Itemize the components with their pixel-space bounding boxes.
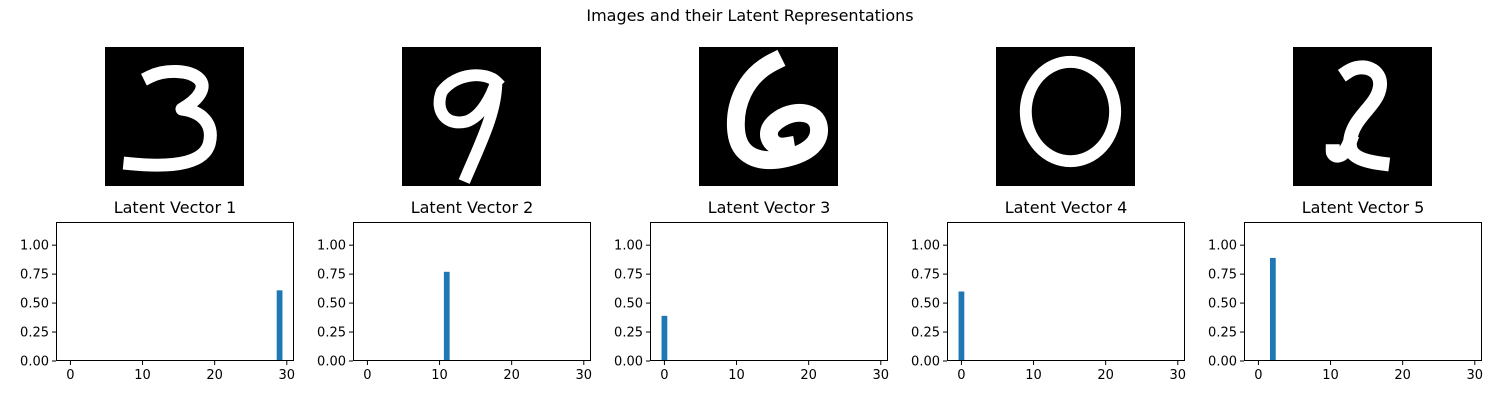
y-tick-label: 0.25: [20, 326, 49, 341]
bar: [443, 271, 450, 361]
bar-chart-4: 0 10 20 30 0.00 0.25 0.50 0.75 1.00: [911, 222, 1187, 383]
axes-frame: [947, 222, 1185, 361]
panel-title-4: Latent Vector 4: [1004, 198, 1128, 217]
y-tick-label: 0.75: [911, 268, 940, 283]
y-tick-label: 0.00: [20, 355, 49, 370]
bar-chart-5: 0 10 20 30 0.00 0.25 0.50 0.75 1.00: [1208, 222, 1484, 383]
y-tick-label: 1.00: [1208, 239, 1237, 254]
y-tick-label: 0.25: [1208, 326, 1237, 341]
y-tick-label: 0.50: [317, 297, 346, 312]
y-tick-label: 1.00: [911, 239, 940, 254]
digit-image-3: [105, 47, 244, 186]
x-tick-label: 20: [206, 368, 223, 383]
bar: [661, 315, 668, 361]
axes-frame: [650, 222, 888, 361]
panel-title-2: Latent Vector 2: [410, 198, 534, 217]
x-tick-label: 10: [728, 368, 745, 383]
y-tick-label: 1.00: [20, 239, 49, 254]
bar-chart-2: 0 10 20 30 0.00 0.25 0.50 0.75 1.00: [317, 222, 593, 383]
y-tick-label: 0.50: [1208, 297, 1237, 312]
y-tick-label: 0.75: [1208, 268, 1237, 283]
figure-title: Images and their Latent Representations: [586, 6, 914, 25]
x-tick-label: 0: [1254, 368, 1262, 383]
x-tick-label: 0: [66, 368, 74, 383]
x-tick-label: 10: [1322, 368, 1339, 383]
digit-image-9: [402, 47, 541, 186]
y-tick-label: 0.25: [317, 326, 346, 341]
x-tick-label: 10: [1025, 368, 1042, 383]
x-tick-label: 10: [134, 368, 151, 383]
digit-image-0: [996, 47, 1135, 186]
y-tick-label: 0.50: [614, 297, 643, 312]
axes-frame: [353, 222, 591, 361]
digit-image-6: [699, 47, 838, 186]
bar-chart-1: 0 10 20 30 0.00 0.25 0.50 0.75 1.00: [20, 222, 296, 383]
y-tick-label: 0.00: [317, 355, 346, 370]
y-tick-label: 0.75: [317, 268, 346, 283]
y-tick-label: 0.00: [911, 355, 940, 370]
y-tick-label: 0.25: [911, 326, 940, 341]
bar: [958, 291, 965, 361]
y-tick-label: 0.75: [614, 268, 643, 283]
panel-title-3: Latent Vector 3: [707, 198, 831, 217]
panel-title-5: Latent Vector 5: [1301, 198, 1425, 217]
y-tick-label: 0.00: [614, 355, 643, 370]
x-tick-label: 0: [363, 368, 371, 383]
bar-chart-3: 0 10 20 30 0.00 0.25 0.50 0.75 1.00: [614, 222, 890, 383]
x-tick-label: 20: [1394, 368, 1411, 383]
x-tick-label: 30: [873, 368, 890, 383]
y-tick-label: 0.50: [911, 297, 940, 312]
bar: [276, 290, 283, 361]
panel-title-1: Latent Vector 1: [113, 198, 237, 217]
x-tick-label: 30: [576, 368, 593, 383]
x-tick-label: 0: [660, 368, 668, 383]
y-tick-label: 0.50: [20, 297, 49, 312]
y-tick-label: 0.25: [614, 326, 643, 341]
y-tick-label: 0.75: [20, 268, 49, 283]
y-tick-label: 1.00: [317, 239, 346, 254]
y-tick-label: 0.00: [1208, 355, 1237, 370]
axes-frame: [56, 222, 294, 361]
x-tick-label: 30: [1467, 368, 1484, 383]
x-tick-label: 10: [431, 368, 448, 383]
digit-image-2: [1293, 47, 1432, 186]
bar: [1269, 257, 1276, 361]
x-tick-label: 20: [1097, 368, 1114, 383]
x-tick-label: 20: [503, 368, 520, 383]
x-tick-label: 0: [957, 368, 965, 383]
y-tick-label: 1.00: [614, 239, 643, 254]
axes-frame: [1244, 222, 1482, 361]
x-tick-label: 30: [1170, 368, 1187, 383]
x-tick-label: 20: [800, 368, 817, 383]
x-tick-label: 30: [279, 368, 296, 383]
